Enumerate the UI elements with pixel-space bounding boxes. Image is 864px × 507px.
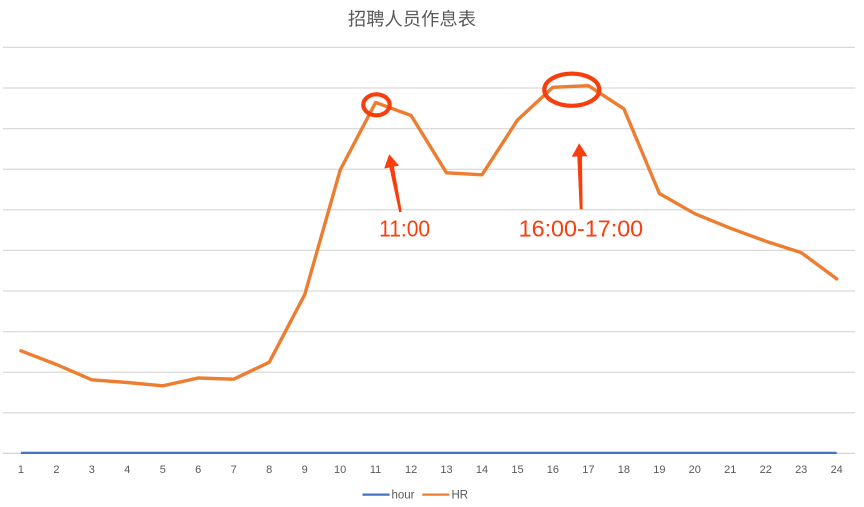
svg-text:16:00-17:00: 16:00-17:00 [519,216,644,242]
svg-text:7: 7 [231,464,237,476]
svg-text:11: 11 [370,464,381,476]
svg-text:6: 6 [195,464,201,476]
svg-text:17: 17 [582,464,594,476]
svg-text:18: 18 [618,464,630,476]
svg-text:2: 2 [53,464,59,476]
svg-text:5: 5 [160,464,166,476]
svg-text:16: 16 [547,464,559,476]
svg-text:HR: HR [452,490,469,502]
svg-text:11:00: 11:00 [379,216,430,242]
svg-text:14: 14 [476,464,488,476]
svg-text:1: 1 [18,464,24,476]
svg-text:4: 4 [124,464,130,476]
svg-text:24: 24 [831,464,843,476]
svg-text:12: 12 [405,464,417,476]
svg-text:13: 13 [440,464,452,476]
svg-text:22: 22 [760,464,772,476]
svg-text:hour: hour [392,490,415,502]
svg-text:3: 3 [89,464,95,476]
svg-text:9: 9 [302,464,308,476]
svg-text:8: 8 [266,464,272,476]
svg-text:15: 15 [511,464,523,476]
svg-text:21: 21 [724,464,736,476]
svg-text:23: 23 [795,464,807,476]
svg-text:10: 10 [334,464,346,476]
svg-text:20: 20 [689,464,701,476]
svg-text:19: 19 [653,464,665,476]
